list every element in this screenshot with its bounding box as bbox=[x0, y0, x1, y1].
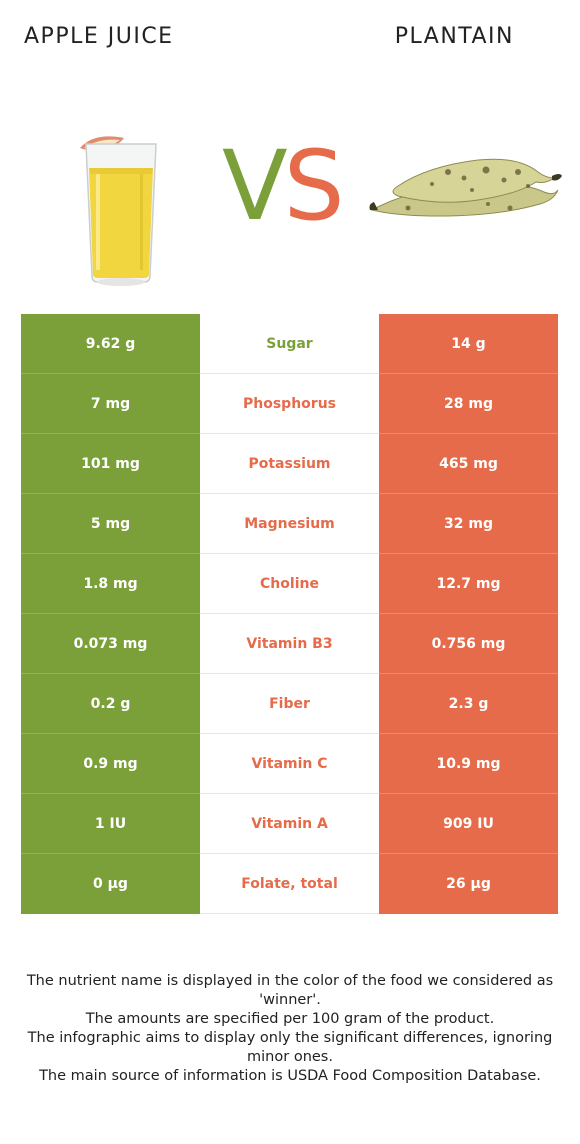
left-food-title: APPLE JUICE bbox=[24, 24, 174, 49]
table-row: 1.8 mg Choline 12.7 mg bbox=[21, 554, 558, 614]
left-value: 5 mg bbox=[21, 494, 200, 554]
table-row: 0.073 mg Vitamin B3 0.756 mg bbox=[21, 614, 558, 674]
table-row: 0.2 g Fiber 2.3 g bbox=[21, 674, 558, 734]
nutrient-name: Vitamin A bbox=[200, 794, 379, 854]
table-row: 0.9 mg Vitamin C 10.9 mg bbox=[21, 734, 558, 794]
left-value: 0 µg bbox=[21, 854, 200, 914]
nutrient-name: Fiber bbox=[200, 674, 379, 734]
footer-line-3: The infographic aims to display only the… bbox=[27, 1030, 553, 1065]
footer-line-2: The amounts are specified per 100 gram o… bbox=[85, 1011, 495, 1027]
left-value: 0.9 mg bbox=[21, 734, 200, 794]
vs-v: V bbox=[222, 130, 288, 242]
right-value: 28 mg bbox=[379, 374, 558, 434]
left-value: 1 IU bbox=[21, 794, 200, 854]
right-value: 32 mg bbox=[379, 494, 558, 554]
nutrient-name: Choline bbox=[200, 554, 379, 614]
footer-line-4: The main source of information is USDA F… bbox=[39, 1068, 541, 1084]
table-row: 5 mg Magnesium 32 mg bbox=[21, 494, 558, 554]
right-value: 0.756 mg bbox=[379, 614, 558, 674]
vs-s: S bbox=[283, 130, 345, 242]
nutrient-name: Magnesium bbox=[200, 494, 379, 554]
left-value: 0.073 mg bbox=[21, 614, 200, 674]
nutrient-name: Potassium bbox=[200, 434, 379, 494]
table-row: 101 mg Potassium 465 mg bbox=[21, 434, 558, 494]
nutrient-name: Vitamin C bbox=[200, 734, 379, 794]
right-value: 465 mg bbox=[379, 434, 558, 494]
right-value: 909 IU bbox=[379, 794, 558, 854]
apple-juice-image bbox=[80, 136, 157, 286]
left-value: 1.8 mg bbox=[21, 554, 200, 614]
nutrient-name: Folate, total bbox=[200, 854, 379, 914]
nutrient-name: Phosphorus bbox=[200, 374, 379, 434]
nutrient-name: Sugar bbox=[200, 314, 379, 374]
table-row: 7 mg Phosphorus 28 mg bbox=[21, 374, 558, 434]
right-value: 12.7 mg bbox=[379, 554, 558, 614]
right-value: 2.3 g bbox=[379, 674, 558, 734]
vs-label: VS bbox=[222, 136, 345, 236]
footer-line-1: The nutrient name is displayed in the co… bbox=[26, 973, 554, 1008]
nutrient-name: Vitamin B3 bbox=[200, 614, 379, 674]
right-value: 10.9 mg bbox=[379, 734, 558, 794]
left-value: 0.2 g bbox=[21, 674, 200, 734]
left-value: 9.62 g bbox=[21, 314, 200, 374]
table-row: 1 IU Vitamin A 909 IU bbox=[21, 794, 558, 854]
right-value: 26 µg bbox=[379, 854, 558, 914]
table-row: 9.62 g Sugar 14 g bbox=[21, 314, 558, 374]
right-value: 14 g bbox=[379, 314, 558, 374]
right-food-title: PLANTAIN bbox=[394, 24, 514, 49]
footer-notes: The nutrient name is displayed in the co… bbox=[16, 972, 564, 1086]
left-value: 101 mg bbox=[21, 434, 200, 494]
table-row: 0 µg Folate, total 26 µg bbox=[21, 854, 558, 914]
left-value: 7 mg bbox=[21, 374, 200, 434]
plantain-image bbox=[369, 158, 562, 217]
